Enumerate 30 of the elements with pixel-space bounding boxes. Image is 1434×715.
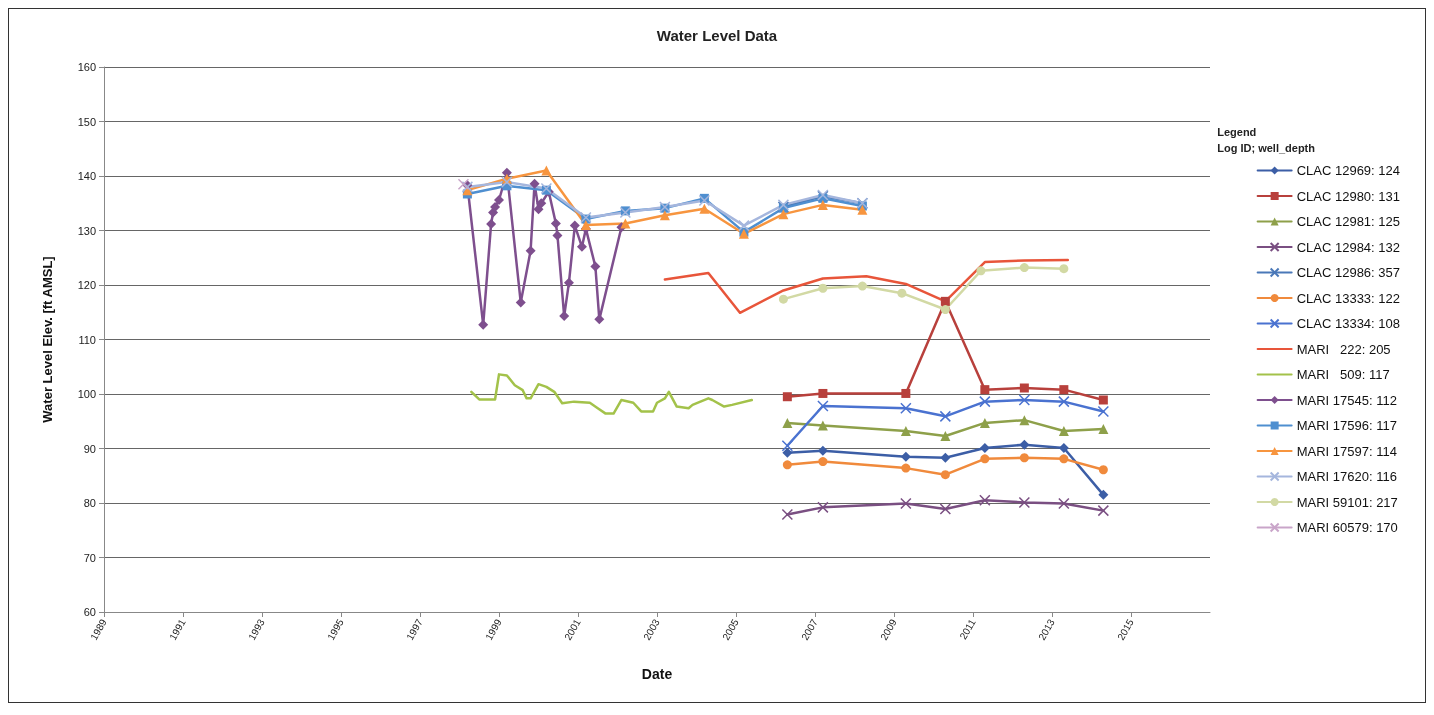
legend-label: MARI 59101: 217 — [1296, 494, 1398, 510]
legend-label: CLAC 12981: 125 — [1296, 214, 1401, 229]
legend-title: Legend Log ID; well_depth — [1217, 126, 1316, 154]
legend-label: MARI 60579: 170 — [1296, 520, 1398, 535]
y-tick-label: 60 — [83, 606, 96, 618]
y-tick-label: 110 — [78, 333, 96, 346]
legend-label: CLAC 12986: 357 — [1296, 265, 1401, 280]
legend-label: MARI 222: 205 — [1296, 341, 1391, 357]
legend-label: CLAC 12969: 124 — [1296, 163, 1401, 178]
legend-label: MARI 17597: 114 — [1296, 443, 1397, 459]
y-tick-label: 120 — [77, 279, 96, 291]
legend-label: MARI 17596: 117 — [1296, 418, 1397, 433]
legend-label: MARI 17620: 116 — [1296, 469, 1397, 484]
legend-label: CLAC 12984: 132 — [1296, 239, 1401, 255]
legend-label: CLAC 13333: 122 — [1296, 290, 1401, 306]
chart-title: Water Level Data — [656, 27, 778, 44]
legend-label: CLAC 12980: 131 — [1296, 188, 1401, 204]
y-axis-title: Water Level Elev. [ft AMSL] — [40, 256, 55, 423]
legend-label: MARI 509: 117 — [1296, 367, 1390, 382]
y-tick-label: 90 — [83, 442, 96, 455]
y-tick-label: 80 — [83, 497, 96, 509]
x-axis-title: Date — [641, 666, 673, 682]
y-tick-label: 100 — [77, 388, 96, 400]
y-tick-label: 130 — [77, 224, 96, 237]
legend-label: MARI 17545: 112 — [1296, 392, 1397, 408]
y-tick-label: 160 — [77, 61, 96, 73]
legend-label: CLAC 13334: 108 — [1296, 316, 1401, 331]
y-tick-label: 70 — [83, 551, 96, 564]
y-tick-label: 150 — [77, 115, 96, 128]
y-tick-label: 140 — [77, 170, 96, 182]
